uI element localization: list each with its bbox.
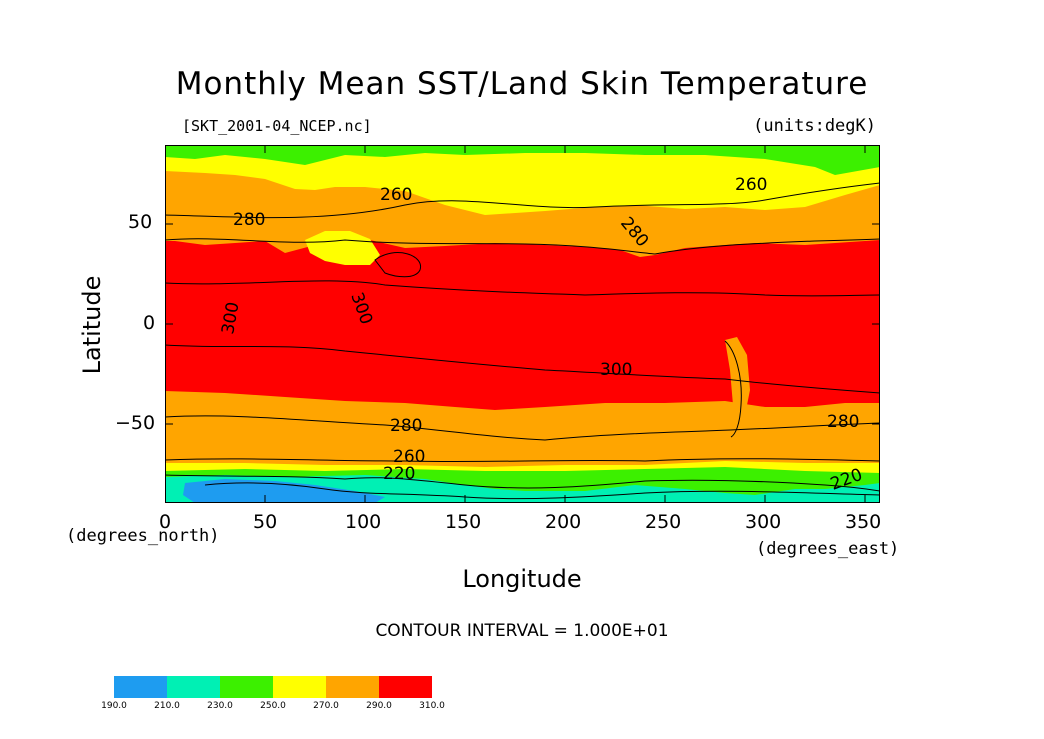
legend-tick: 290.0 [366, 701, 392, 711]
x-unit-label: (degrees_east) [756, 539, 900, 559]
contour-label: 260 [380, 185, 412, 205]
temperature-map: 260 280 280 300 300 300 280 280 260 220 … [165, 145, 880, 503]
color-legend [114, 676, 432, 698]
pocket-tibet [305, 231, 380, 265]
contour-label: 280 [827, 412, 859, 432]
legend-tick: 230.0 [207, 701, 233, 711]
contour-tibet [374, 252, 421, 278]
band-south-blue [183, 479, 385, 503]
contour-interval-note: CONTOUR INTERVAL = 1.000E+01 [375, 621, 669, 641]
x-tick-300: 300 [745, 511, 782, 533]
legend-color-box [273, 676, 326, 698]
contour-label: 280 [390, 416, 422, 436]
y-tick-neg50: −50 [115, 412, 156, 434]
x-tick-350: 350 [845, 511, 882, 533]
x-tick-100: 100 [345, 511, 382, 533]
legend-boxes [114, 676, 432, 698]
legend-color-box [379, 676, 432, 698]
contour-label: 260 [393, 447, 425, 467]
contour-280-north [165, 238, 880, 255]
x-tick-150: 150 [445, 511, 482, 533]
map-title: Monthly Mean SST/Land Skin Temperature [175, 66, 869, 102]
y-unit-label: (degrees_north) [66, 526, 220, 546]
legend-tick: 310.0 [419, 701, 445, 711]
x-axis-label: Longitude [462, 565, 582, 593]
contour-label: 260 [735, 175, 767, 195]
legend-tick: 250.0 [260, 701, 286, 711]
x-tick-250: 250 [645, 511, 682, 533]
contour-300-north [165, 280, 880, 297]
contour-280-south [165, 415, 880, 441]
file-label: [SKT_2001-04_NCEP.nc] [182, 117, 372, 135]
legend-color-box [114, 676, 167, 698]
legend-tick: 190.0 [101, 701, 127, 711]
contour-300-south [165, 344, 880, 394]
legend-color-box [220, 676, 273, 698]
legend-tick: 210.0 [154, 701, 180, 711]
x-tick-0: 0 [159, 511, 172, 533]
band-north-yellow [165, 145, 880, 215]
legend-tick: 270.0 [313, 701, 339, 711]
contour-label: 280 [233, 210, 265, 230]
y-axis-label: Latitude [78, 275, 106, 375]
x-tick-200: 200 [545, 511, 582, 533]
units-label: (units:degK) [753, 116, 876, 136]
x-tick-50: 50 [253, 511, 278, 533]
axis-ticks [165, 145, 880, 503]
y-tick-0: 0 [143, 312, 156, 334]
contour-label: 220 [383, 464, 415, 484]
contour-260-north [165, 182, 880, 219]
contour-240-south [165, 474, 880, 492]
legend-color-box [326, 676, 379, 698]
contour-260-south [165, 458, 880, 463]
legend-color-box [167, 676, 220, 698]
y-tick-50: 50 [128, 211, 153, 233]
contour-label: 300 [600, 360, 632, 380]
band-north-green [165, 145, 880, 175]
contour-andes [724, 340, 742, 438]
contour-220-south [204, 482, 880, 500]
contour-lines [165, 182, 880, 500]
